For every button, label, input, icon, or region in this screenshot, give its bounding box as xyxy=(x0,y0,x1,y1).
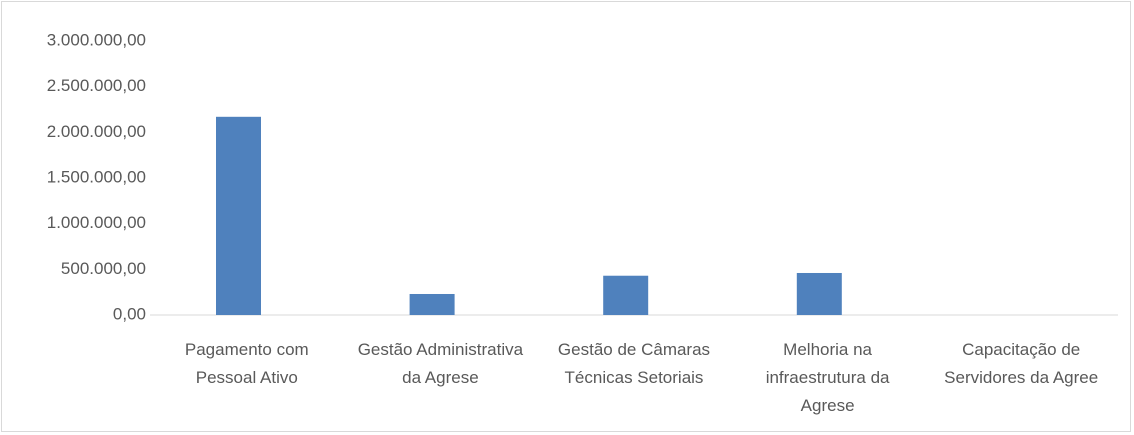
x-tick-label: Pagamento com Pessoal Ativo xyxy=(184,340,309,387)
y-tick-label: 2.500.000,00 xyxy=(47,76,146,95)
bar xyxy=(603,275,649,315)
y-tick-label: 500.000,00 xyxy=(61,259,146,278)
x-tick-label: Gestão Administrativa da Agrese xyxy=(357,340,524,387)
bar xyxy=(796,272,842,315)
x-tick-label: Melhoria na infraestrutura da Agrese xyxy=(765,340,890,415)
y-tick-label: 2.000.000,00 xyxy=(47,122,146,141)
y-tick-label: 1.500.000,00 xyxy=(47,167,146,186)
bar xyxy=(216,116,261,315)
y-tick-label: 0,00 xyxy=(113,304,146,323)
x-tick-label: Gestão de Câmaras Técnicas Setoriais xyxy=(557,340,711,387)
y-tick-label: 3.000.000,00 xyxy=(47,30,146,49)
y-tick-label: 1.000.000,00 xyxy=(47,213,146,232)
x-tick-label: Capacitação de Servidores da Agree xyxy=(944,340,1099,387)
bar xyxy=(409,293,455,315)
